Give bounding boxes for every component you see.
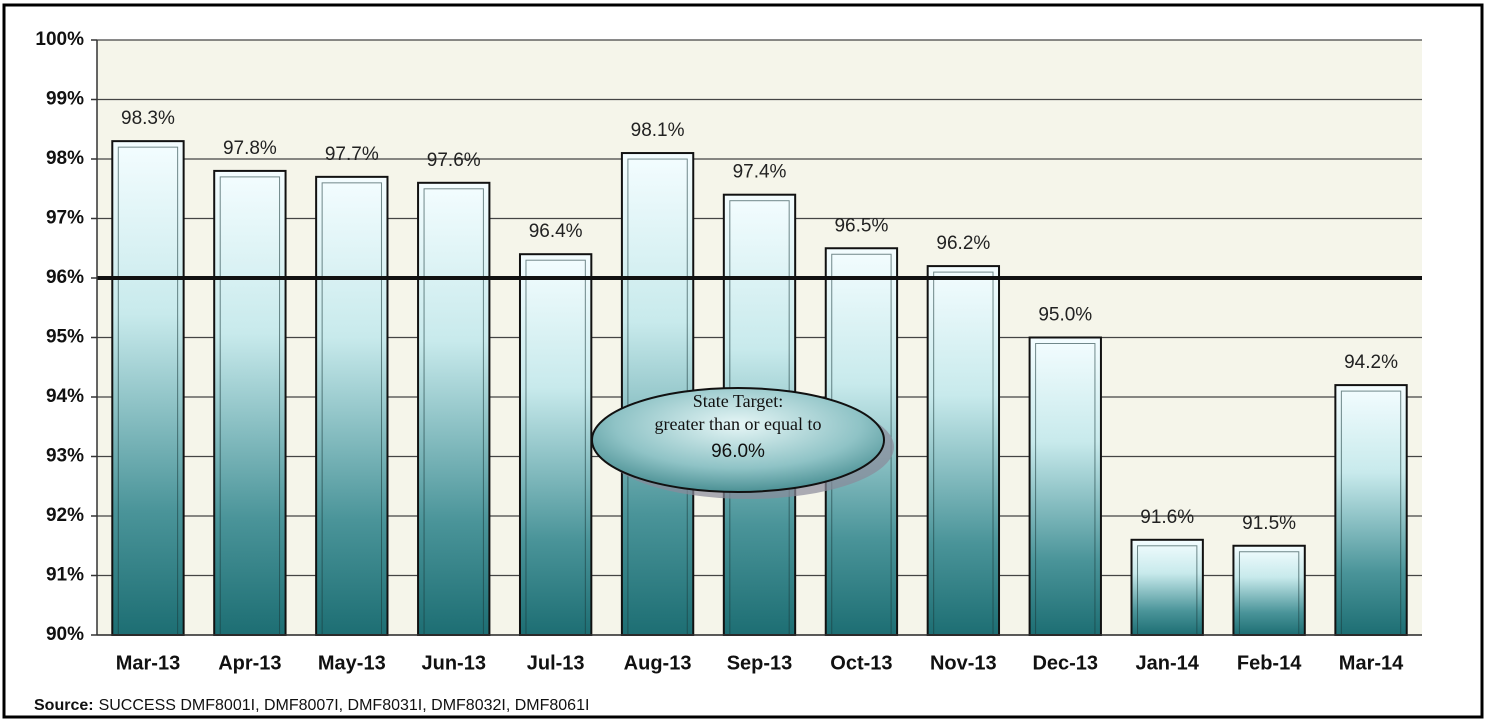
value-label: 96.2% [936, 233, 990, 254]
y-tick-label: 98% [46, 148, 84, 169]
x-tick-label: Nov-13 [930, 652, 997, 674]
value-label: 98.1% [631, 120, 685, 141]
bar [926, 265, 1001, 636]
bar [1232, 544, 1306, 636]
bar [417, 181, 491, 637]
y-tick-label: 92% [46, 505, 84, 526]
value-label: 98.3% [121, 108, 175, 129]
source-text: SUCCESS DMF8001I, DMF8007I, DMF8031I, DM… [99, 697, 590, 714]
bar [213, 169, 287, 636]
x-tick-label: Jul-13 [527, 652, 585, 674]
value-label: 96.5% [834, 215, 888, 236]
x-tick-label: Jun-13 [421, 652, 485, 674]
value-label: 91.5% [1242, 513, 1296, 534]
y-tick-label: 94% [46, 386, 84, 407]
x-tick-label: Apr-13 [218, 652, 281, 674]
bar [518, 253, 593, 636]
source: Source: SUCCESS DMF8001I, DMF8007I, DMF80… [34, 697, 589, 714]
x-tick-label: May-13 [318, 652, 386, 674]
x-tick-label: Sep-13 [727, 652, 793, 674]
value-label: 97.6% [427, 150, 481, 171]
y-tick-label: 99% [46, 89, 84, 110]
value-label: 96.4% [529, 221, 583, 242]
x-tick-label: Feb-14 [1237, 652, 1302, 674]
bar [111, 140, 185, 636]
annotation-line: 96.0% [711, 441, 765, 462]
x-tick-label: Mar-14 [1339, 652, 1404, 674]
x-tick-label: Dec-13 [1032, 652, 1098, 674]
y-tick-label: 95% [46, 327, 84, 348]
source-label: Source: [34, 697, 94, 714]
bar [1028, 336, 1102, 636]
value-label: 91.6% [1140, 507, 1194, 528]
bar [1334, 384, 1408, 636]
annotation-line: greater than or equal to [655, 414, 822, 434]
x-tick-label: Mar-13 [116, 652, 180, 674]
value-label: 94.2% [1344, 352, 1398, 373]
x-tick-label: Jan-14 [1136, 652, 1200, 674]
y-tick-label: 93% [46, 446, 84, 467]
y-tick-label: 96% [46, 267, 84, 288]
y-tick-label: 90% [46, 624, 84, 645]
value-label: 97.8% [223, 138, 277, 159]
x-tick-label: Oct-13 [830, 652, 892, 674]
value-label: 97.4% [733, 162, 787, 183]
bar [1130, 538, 1204, 636]
y-tick-label: 91% [46, 565, 84, 586]
callout [591, 387, 885, 493]
x-tick-label: Aug-13 [624, 652, 692, 674]
value-label: 95.0% [1038, 305, 1092, 326]
annotation-line: State Target: [693, 391, 784, 411]
y-tick-label: 100% [35, 29, 84, 50]
y-tick-label: 97% [46, 208, 84, 229]
value-label: 97.7% [325, 144, 379, 165]
bar [315, 175, 389, 636]
